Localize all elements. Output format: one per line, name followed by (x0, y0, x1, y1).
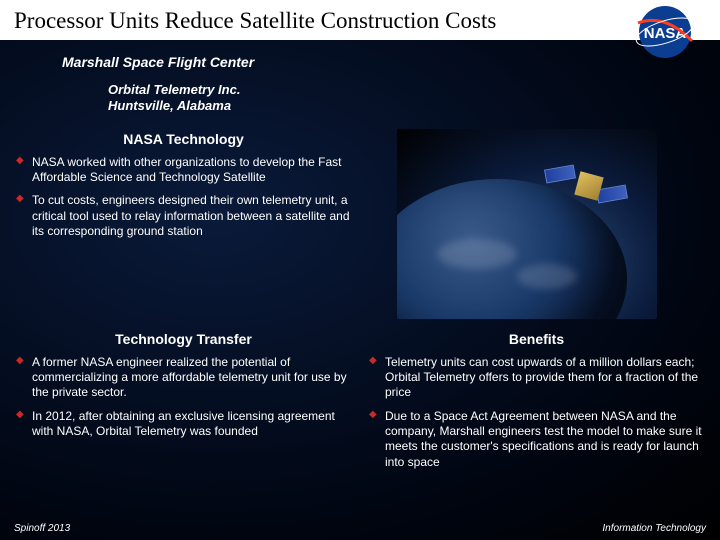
footer-right: Information Technology (602, 523, 706, 534)
footer: Spinoff 2013 Information Technology (14, 523, 706, 534)
list-item: To cut costs, engineers designed their o… (16, 189, 351, 243)
list-item: Telemetry units can cost upwards of a mi… (369, 351, 704, 405)
svg-text:NASA: NASA (644, 25, 687, 42)
section-heading-transfer: Technology Transfer (14, 331, 353, 347)
page-title: Processor Units Reduce Satellite Constru… (14, 8, 706, 34)
benefits-section: Benefits Telemetry units can cost upward… (367, 321, 706, 475)
satellite-image (367, 121, 706, 319)
header-bar: Processor Units Reduce Satellite Constru… (0, 0, 720, 40)
list-item: Due to a Space Act Agreement between NAS… (369, 405, 704, 474)
transfer-bullet-list: A former NASA engineer realized the pote… (14, 351, 353, 444)
content-area: NASA Technology NASA worked with other o… (0, 121, 720, 475)
center-name: Marshall Space Flight Center (62, 54, 720, 70)
tech-bullet-list: NASA worked with other organizations to … (14, 151, 353, 244)
footer-left: Spinoff 2013 (14, 523, 70, 534)
nasa-technology-section: NASA Technology NASA worked with other o… (14, 121, 353, 319)
list-item: NASA worked with other organizations to … (16, 151, 351, 190)
company-name: Orbital Telemetry Inc. (108, 82, 720, 98)
company-block: Orbital Telemetry Inc. Huntsville, Alaba… (108, 82, 720, 115)
section-heading-tech: NASA Technology (14, 131, 353, 147)
benefits-bullet-list: Telemetry units can cost upwards of a mi… (367, 351, 706, 475)
list-item: In 2012, after obtaining an exclusive li… (16, 405, 351, 444)
nasa-logo-icon: NASA (630, 3, 700, 61)
technology-transfer-section: Technology Transfer A former NASA engine… (14, 321, 353, 475)
list-item: A former NASA engineer realized the pote… (16, 351, 351, 405)
section-heading-benefits: Benefits (367, 331, 706, 347)
company-location: Huntsville, Alabama (108, 98, 720, 114)
